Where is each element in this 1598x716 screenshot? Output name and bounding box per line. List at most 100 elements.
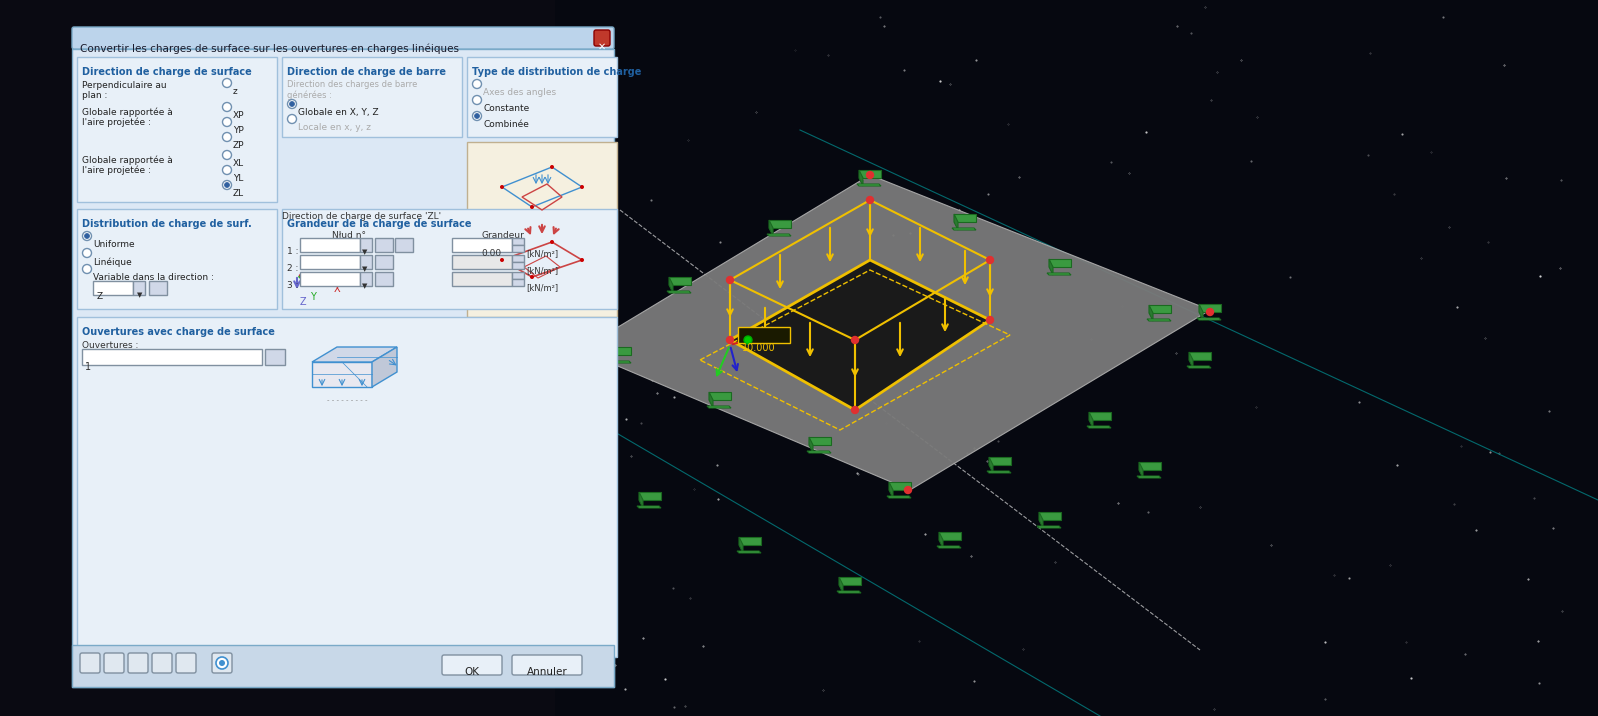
Bar — [360, 238, 372, 252]
Polygon shape — [1088, 412, 1093, 428]
Text: Z: Z — [300, 297, 307, 307]
Polygon shape — [839, 577, 844, 593]
Polygon shape — [1138, 476, 1162, 478]
Polygon shape — [737, 551, 761, 553]
Circle shape — [852, 407, 858, 414]
Text: [kN/m²]: [kN/m²] — [526, 266, 558, 275]
Text: Direction de charge de surface 'ZL': Direction de charge de surface 'ZL' — [281, 212, 441, 221]
Polygon shape — [807, 451, 831, 453]
Polygon shape — [580, 332, 602, 340]
Polygon shape — [989, 457, 1012, 465]
Bar — [511, 262, 524, 269]
Bar — [300, 238, 360, 252]
Circle shape — [866, 172, 874, 178]
Text: Direction de charge de barre: Direction de charge de barre — [288, 67, 446, 77]
Bar — [511, 255, 524, 262]
Circle shape — [531, 275, 534, 279]
Text: Combinée: Combinée — [483, 120, 529, 129]
Text: [kN/m²]: [kN/m²] — [526, 283, 558, 292]
Polygon shape — [1087, 426, 1111, 428]
Text: Ouvertures avec charge de surface: Ouvertures avec charge de surface — [81, 327, 275, 337]
Text: plan :: plan : — [81, 91, 107, 100]
Polygon shape — [312, 347, 396, 362]
Bar — [376, 238, 393, 252]
Text: Globale en X, Y, Z: Globale en X, Y, Z — [297, 108, 379, 117]
FancyBboxPatch shape — [176, 653, 197, 673]
Polygon shape — [1197, 318, 1221, 320]
Polygon shape — [837, 591, 861, 593]
Bar — [360, 255, 372, 269]
Bar — [72, 645, 614, 687]
Circle shape — [473, 79, 481, 89]
Polygon shape — [1048, 259, 1053, 275]
Text: - - - - - - - - -: - - - - - - - - - — [328, 397, 368, 403]
Text: ▼: ▼ — [363, 266, 368, 272]
Text: z: z — [233, 87, 238, 96]
Polygon shape — [767, 234, 791, 236]
Bar — [149, 281, 168, 295]
Bar — [452, 272, 511, 286]
Polygon shape — [769, 220, 791, 228]
Text: 0.00: 0.00 — [483, 249, 502, 258]
Text: 1: 1 — [85, 362, 91, 372]
Polygon shape — [710, 392, 713, 408]
Text: générées :: générées : — [288, 90, 332, 100]
Polygon shape — [639, 492, 642, 508]
Polygon shape — [1037, 526, 1061, 528]
Polygon shape — [666, 291, 690, 293]
Text: Distribution de charge de surf.: Distribution de charge de surf. — [81, 219, 252, 229]
Text: Linéique: Linéique — [93, 257, 131, 266]
Circle shape — [904, 486, 911, 493]
Text: XL: XL — [233, 159, 244, 168]
Text: Ouvertures :: Ouvertures : — [81, 341, 139, 350]
Text: Variable dans la direction :: Variable dans la direction : — [93, 273, 214, 282]
Circle shape — [475, 114, 479, 119]
FancyBboxPatch shape — [594, 30, 610, 46]
Text: [kN/m²]: [kN/m²] — [526, 249, 558, 258]
FancyBboxPatch shape — [128, 653, 149, 673]
Polygon shape — [1147, 319, 1171, 321]
Circle shape — [222, 150, 232, 160]
Polygon shape — [1047, 273, 1071, 275]
Bar — [467, 142, 617, 317]
Circle shape — [288, 115, 297, 123]
Circle shape — [473, 112, 481, 120]
Polygon shape — [954, 214, 957, 230]
Text: Nłud n°: Nłud n° — [332, 231, 366, 240]
Text: ✕: ✕ — [598, 42, 606, 52]
Text: OK: OK — [465, 667, 479, 677]
Bar — [300, 255, 360, 269]
Circle shape — [289, 102, 294, 107]
Text: Globale rapportée à: Globale rapportée à — [81, 107, 173, 117]
Polygon shape — [1149, 305, 1154, 321]
Text: Type de distribution de charge: Type de distribution de charge — [471, 67, 641, 77]
Polygon shape — [670, 277, 690, 285]
Text: 10.000: 10.000 — [741, 343, 775, 353]
Polygon shape — [1198, 304, 1203, 320]
Polygon shape — [1039, 512, 1043, 528]
Circle shape — [727, 276, 733, 284]
Circle shape — [83, 264, 91, 274]
Bar — [511, 245, 524, 252]
Circle shape — [986, 256, 994, 263]
Bar — [93, 281, 133, 295]
Text: Annuler: Annuler — [527, 667, 567, 677]
Bar — [376, 255, 393, 269]
Polygon shape — [1088, 412, 1111, 420]
Circle shape — [986, 316, 994, 324]
Polygon shape — [372, 347, 396, 387]
Polygon shape — [578, 346, 602, 348]
Bar — [452, 238, 511, 252]
Polygon shape — [888, 482, 911, 490]
Polygon shape — [738, 537, 743, 553]
Bar — [376, 272, 393, 286]
Text: Direction des charges de barre: Direction des charges de barre — [288, 80, 417, 89]
Bar — [77, 317, 617, 657]
Text: Uniforme: Uniforme — [93, 240, 134, 249]
Circle shape — [85, 233, 89, 238]
Polygon shape — [888, 482, 893, 498]
Circle shape — [222, 117, 232, 127]
Polygon shape — [769, 220, 773, 236]
Bar — [133, 281, 145, 295]
Bar — [395, 238, 412, 252]
